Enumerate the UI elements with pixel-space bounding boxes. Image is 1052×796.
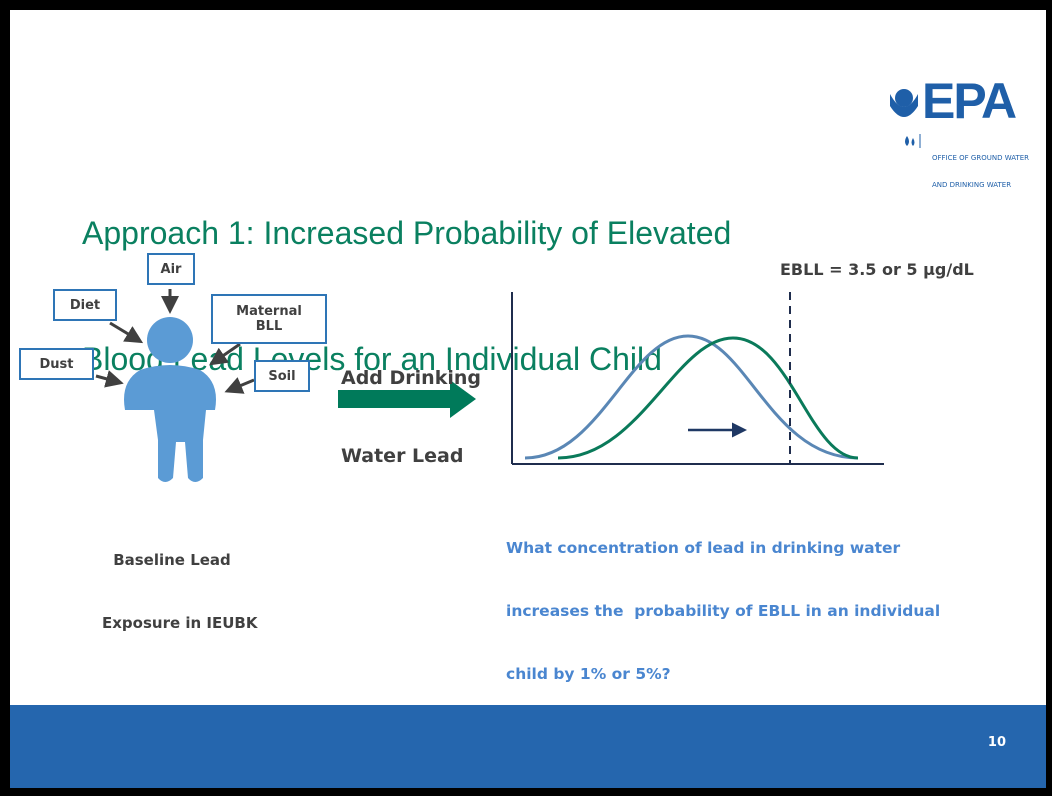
office-line: AND DRINKING WATER: [932, 181, 1012, 189]
source-box: Dust: [19, 348, 94, 380]
text-line: Baseline Lead: [113, 551, 231, 569]
text-line: Add Drinking: [341, 367, 481, 389]
arrow-label: Add Drinking Water Lead: [341, 313, 481, 521]
office-line: OFFICE OF GROUND WATER: [932, 154, 1030, 162]
question: What concentration of lead in drinking w…: [506, 496, 940, 727]
page-number: 10: [987, 735, 1006, 750]
graphics: [95, 89, 921, 482]
source-label: Soil: [268, 368, 296, 384]
logo-icon: [890, 89, 921, 148]
source-label: BLL: [255, 319, 283, 334]
threshold-label: EBLL = 3.5 or 5 µg/dL: [780, 260, 974, 279]
distribution-plot: [511, 292, 884, 465]
logo-office: OFFICE OF GROUND WATER AND DRINKING WATE…: [932, 136, 1029, 208]
title: Approach 1: Increased Probability of Ele…: [82, 128, 731, 464]
source-label: Diet: [69, 297, 101, 313]
source-label: Maternal: [236, 304, 302, 319]
source-label: Dust: [39, 356, 74, 372]
logo-text: EPA: [922, 73, 1017, 129]
big-arrow: [338, 380, 476, 418]
source-box: Air: [147, 253, 195, 285]
child-icon: [124, 317, 216, 482]
footer-bar: 10: [10, 705, 1046, 788]
title-line: Approach 1: Increased Probability of Ele…: [82, 215, 732, 251]
text-line: child by 1% or 5%?: [506, 665, 671, 683]
source-arrows: [95, 289, 255, 394]
source-box: Diet: [53, 289, 117, 321]
source-label: Air: [160, 261, 182, 277]
source-box: Maternal BLL: [211, 294, 327, 344]
text-line: increases the probability of EBLL in an …: [506, 602, 941, 620]
text-line: Exposure in IEUBK: [102, 614, 258, 632]
text-line: What concentration of lead in drinking w…: [506, 539, 901, 557]
text-line: Water Lead: [341, 445, 464, 467]
source-box: Soil: [254, 360, 310, 392]
slide: Approach 1: Increased Probability of Ele…: [10, 10, 1046, 788]
baseline-label: Baseline Lead Exposure in IEUBK: [102, 508, 258, 676]
